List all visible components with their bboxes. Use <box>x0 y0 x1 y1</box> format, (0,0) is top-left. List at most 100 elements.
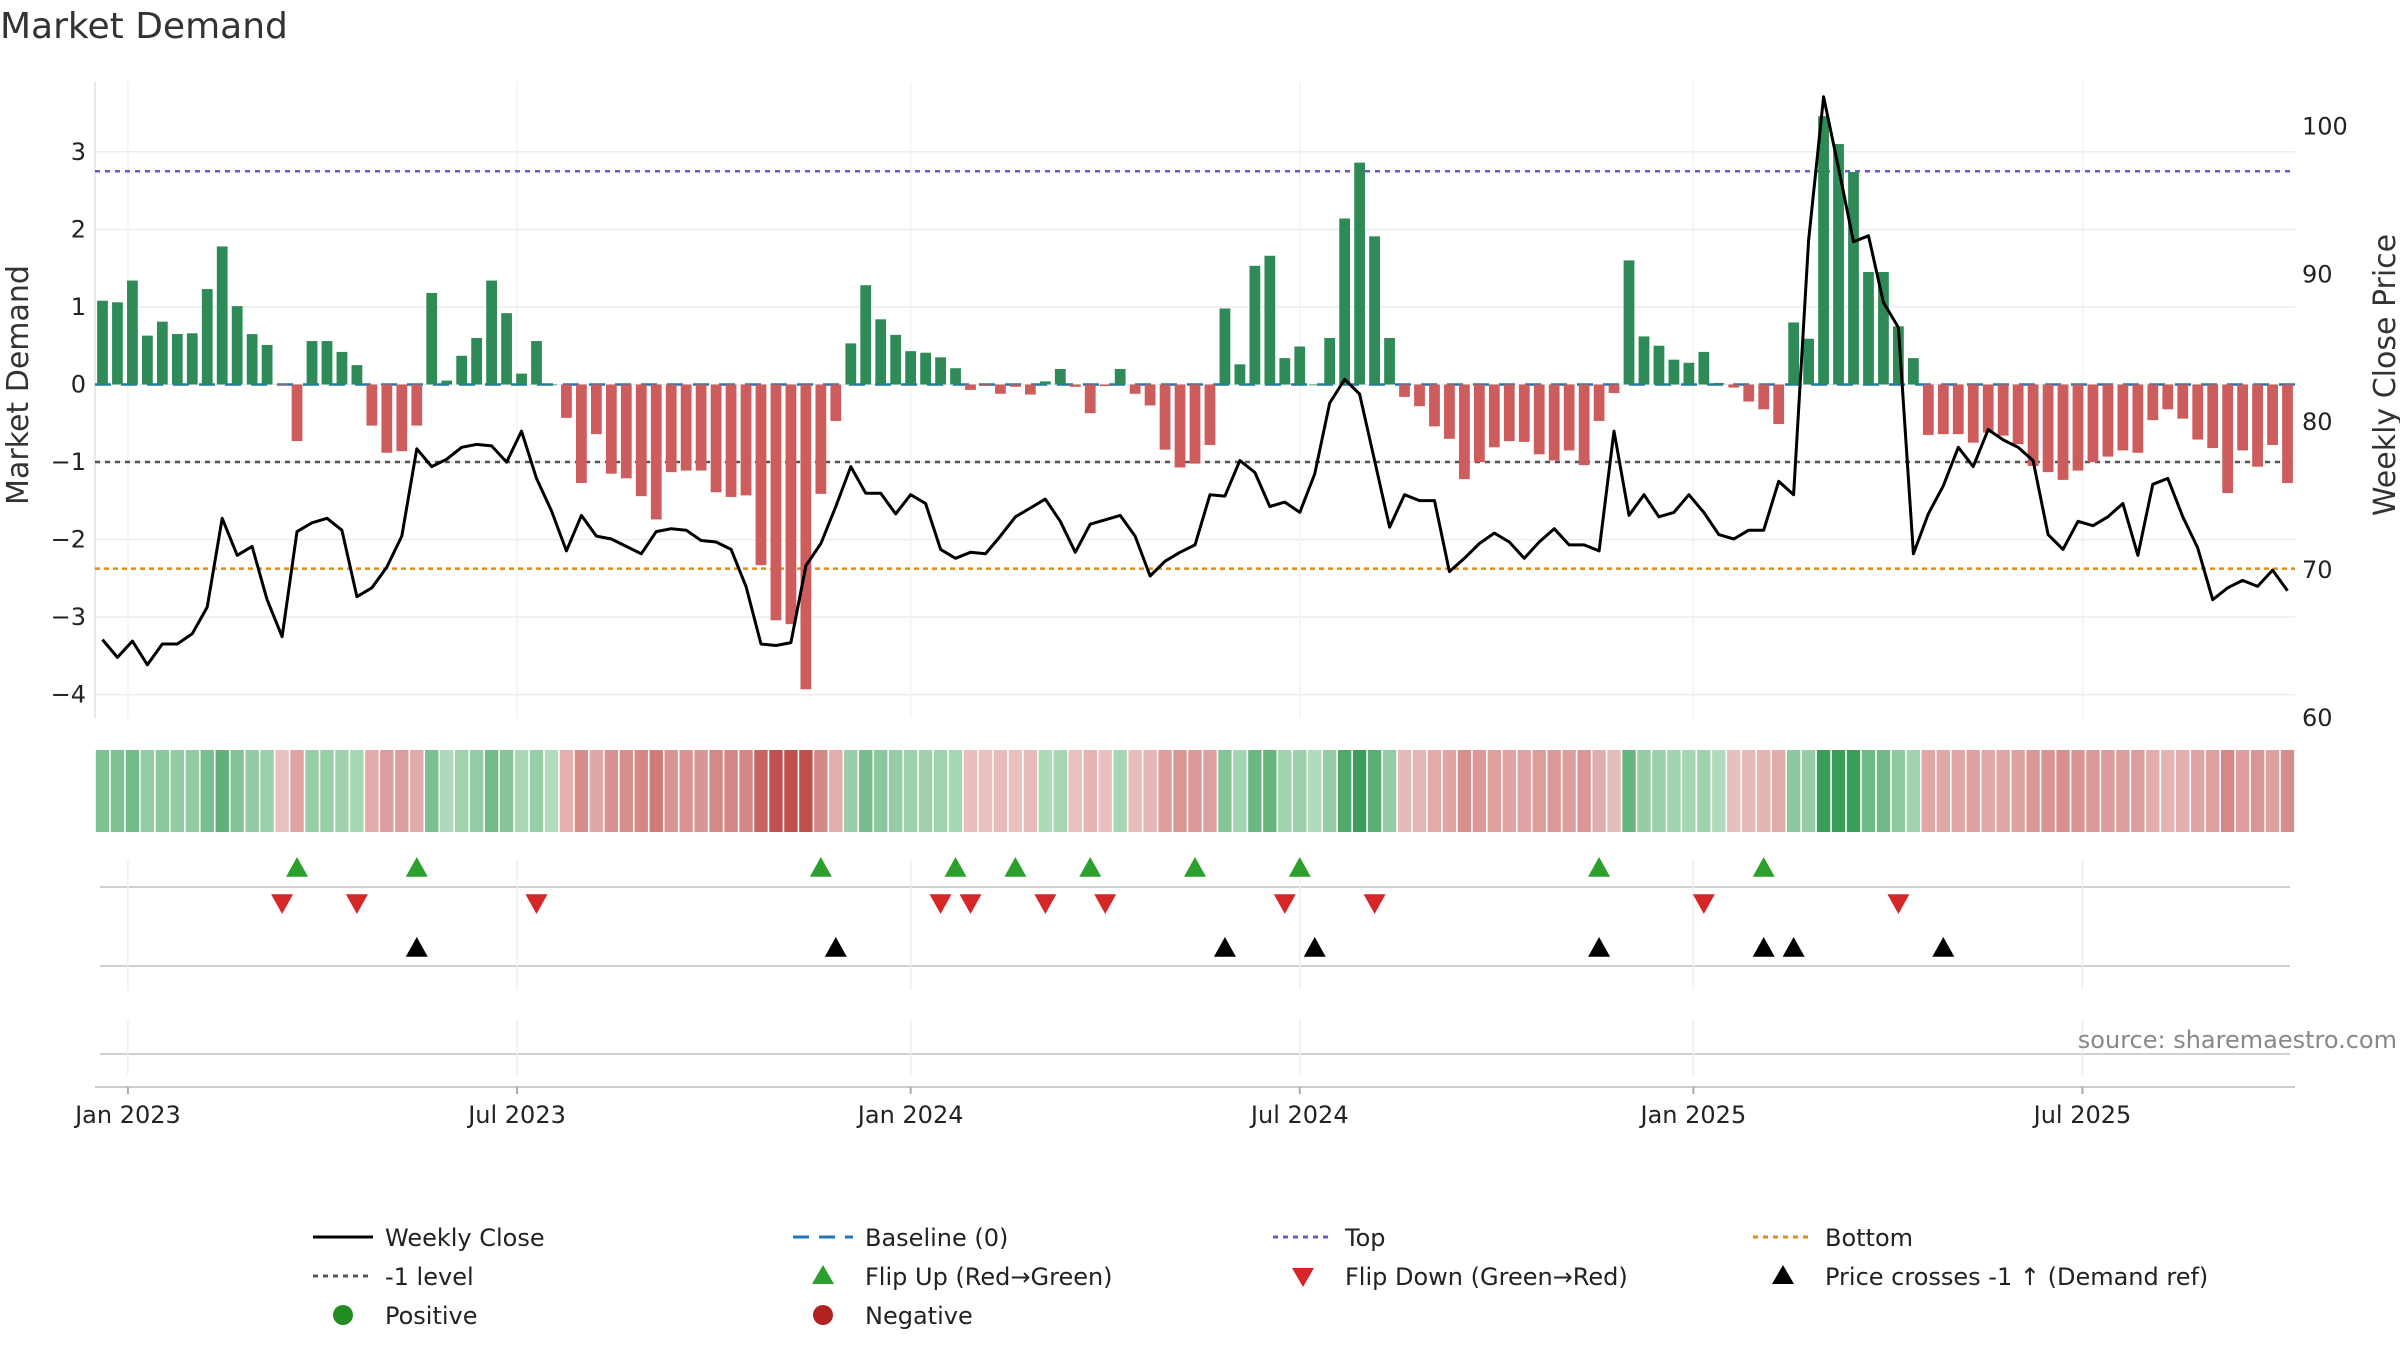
demand-bar <box>576 384 587 483</box>
cross-marker <box>824 937 847 957</box>
heat-cell <box>948 750 963 832</box>
right-tick-label: 90 <box>2302 260 2333 288</box>
heat-cell <box>514 750 529 832</box>
heat-cell <box>1382 750 1397 832</box>
heat-cell <box>2265 750 2280 832</box>
demand-bar <box>1264 255 1276 385</box>
heat-cell <box>110 750 125 832</box>
heat-cell <box>754 750 768 832</box>
heat-cell <box>365 750 379 832</box>
heat-cell <box>978 750 993 832</box>
demand-bar <box>1354 162 1366 385</box>
chart-title: Market Demand <box>0 6 288 47</box>
demand-bar <box>620 384 632 479</box>
legend-swatch <box>1772 1265 1794 1284</box>
demand-heat-strip <box>95 750 2295 832</box>
left-axis-ticks: 3 2 1 0 −1 −2 −3 −4 <box>51 138 86 709</box>
demand-bar <box>770 384 782 621</box>
right-tick-label: 70 <box>2302 556 2333 584</box>
heat-cell <box>1891 750 1906 832</box>
heat-cell <box>589 750 604 832</box>
heat-cell <box>1502 750 1516 832</box>
demand-bar <box>2072 384 2084 471</box>
heat-cell <box>1562 750 1576 832</box>
heat-cell <box>125 750 140 832</box>
demand-bar <box>1788 322 1800 385</box>
demand-bar <box>1833 144 1844 385</box>
heat-cell <box>709 750 723 832</box>
demand-bar <box>156 321 168 385</box>
heat-cell <box>1367 750 1382 832</box>
flip-down-marker <box>959 894 982 914</box>
heat-cell <box>664 750 678 832</box>
heat-cell <box>2026 750 2040 832</box>
heat-cell <box>1412 750 1427 832</box>
heat-cell <box>1846 750 1861 832</box>
cross-marker <box>1782 937 1805 957</box>
flip-down-marker <box>1363 894 1386 914</box>
demand-bar <box>1967 384 1979 443</box>
heat-cell <box>320 750 334 832</box>
demand-bar <box>1414 384 1425 407</box>
demand-bar <box>1848 171 1859 385</box>
demand-bar <box>306 341 318 385</box>
heat-cell <box>1337 750 1352 832</box>
heat-cell <box>1098 750 1112 832</box>
demand-bar <box>2147 384 2159 421</box>
heat-cell <box>200 750 214 832</box>
left-tick-label: −2 <box>51 526 86 554</box>
legend-label: Negative <box>865 1302 973 1330</box>
demand-bar <box>1473 384 1485 463</box>
heat-cell <box>799 750 813 832</box>
demand-bar <box>1952 384 1964 435</box>
demand-bar <box>1997 384 2009 436</box>
heat-cell <box>1023 750 1038 832</box>
heat-cell <box>2191 750 2205 832</box>
heat-cell <box>1248 750 1262 832</box>
heat-cell <box>1083 750 1097 832</box>
flip-down-marker <box>1692 894 1715 914</box>
flip-down-marker <box>271 894 294 914</box>
demand-bar <box>127 280 138 385</box>
legend-swatch <box>813 1305 833 1325</box>
demand-bar <box>2252 384 2263 467</box>
demand-bar <box>201 289 213 385</box>
heat-cell <box>1712 750 1726 832</box>
heat-cell <box>2116 750 2130 832</box>
heat-cell <box>230 750 244 832</box>
heat-cell <box>1786 750 1801 832</box>
demand-bar <box>590 384 602 435</box>
left-tick-label: 2 <box>71 215 86 243</box>
flip-up-marker <box>1079 857 1102 877</box>
demand-bar <box>1294 346 1306 385</box>
demand-bar <box>1159 384 1171 450</box>
demand-bar <box>516 373 527 385</box>
heat-cell <box>1517 750 1531 832</box>
demand-bar <box>1698 351 1710 385</box>
demand-bar <box>1114 368 1126 385</box>
legend-item: Negative <box>813 1302 973 1330</box>
flip-down-marker <box>1273 894 1296 914</box>
demand-bar <box>665 384 677 473</box>
heat-cell <box>410 750 424 832</box>
demand-bar <box>1324 337 1336 385</box>
heat-cell <box>859 750 873 832</box>
demand-bar <box>980 384 991 387</box>
heat-cell <box>544 750 559 832</box>
demand-bar <box>97 300 108 385</box>
heat-cell <box>1293 750 1307 832</box>
heat-cell <box>1278 750 1292 832</box>
heat-cell <box>993 750 1008 832</box>
heat-cell <box>2071 750 2085 832</box>
cross-marker <box>1752 937 1775 957</box>
demand-bar <box>261 344 273 385</box>
x-axis: Jan 2023 Jul 2023 Jan 2024 Jul 2024 Jan 2025… <box>73 1086 2295 1129</box>
demand-bar <box>1863 272 1874 385</box>
demand-bar <box>1144 384 1156 406</box>
heat-cell <box>1757 750 1771 832</box>
demand-bar <box>561 384 572 418</box>
heat-cell <box>1472 750 1487 832</box>
demand-bar <box>1922 384 1934 435</box>
heat-cell <box>1981 750 1995 832</box>
demand-bar <box>441 380 453 385</box>
